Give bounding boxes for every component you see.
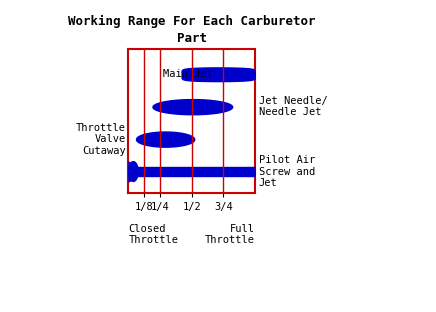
Text: Closed
Throttle: Closed Throttle — [129, 224, 178, 245]
Text: Full
Throttle: Full Throttle — [205, 224, 255, 245]
Text: Pilot Air
Screw and
Jet: Pilot Air Screw and Jet — [259, 155, 315, 188]
Text: Jet Needle/
Needle Jet: Jet Needle/ Needle Jet — [259, 96, 327, 118]
Text: Throttle
Valve
Cutaway: Throttle Valve Cutaway — [76, 123, 126, 156]
Text: Main Jet: Main Jet — [163, 69, 213, 79]
Title: Working Range For Each Carburetor
Part: Working Range For Each Carburetor Part — [68, 15, 315, 45]
Polygon shape — [129, 162, 138, 182]
